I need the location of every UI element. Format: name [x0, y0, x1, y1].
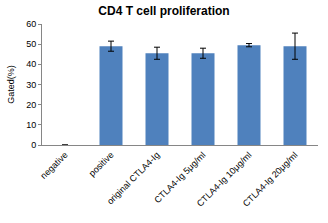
svg-text:CTLA4-Ig 20μg/ml: CTLA4-Ig 20μg/ml — [241, 150, 300, 209]
svg-text:CD4 T cell proliferation: CD4 T cell proliferation — [98, 4, 229, 18]
svg-text:positive: positive — [87, 150, 116, 179]
svg-text:50: 50 — [26, 39, 36, 49]
svg-text:10: 10 — [26, 120, 36, 130]
svg-text:CTLA4-Ig 5μg/ml: CTLA4-Ig 5μg/ml — [152, 150, 207, 205]
svg-text:30: 30 — [26, 80, 36, 90]
svg-text:0: 0 — [31, 140, 36, 150]
svg-text:negative: negative — [38, 150, 69, 181]
svg-text:20: 20 — [26, 100, 36, 110]
svg-text:Gated(%): Gated(%) — [6, 65, 16, 104]
svg-text:40: 40 — [26, 59, 36, 69]
svg-text:CTLA4-Ig 10μg/ml: CTLA4-Ig 10μg/ml — [195, 150, 254, 209]
svg-text:60: 60 — [26, 19, 36, 29]
svg-text:original CTLA4-Ig: original CTLA4-Ig — [105, 150, 162, 207]
